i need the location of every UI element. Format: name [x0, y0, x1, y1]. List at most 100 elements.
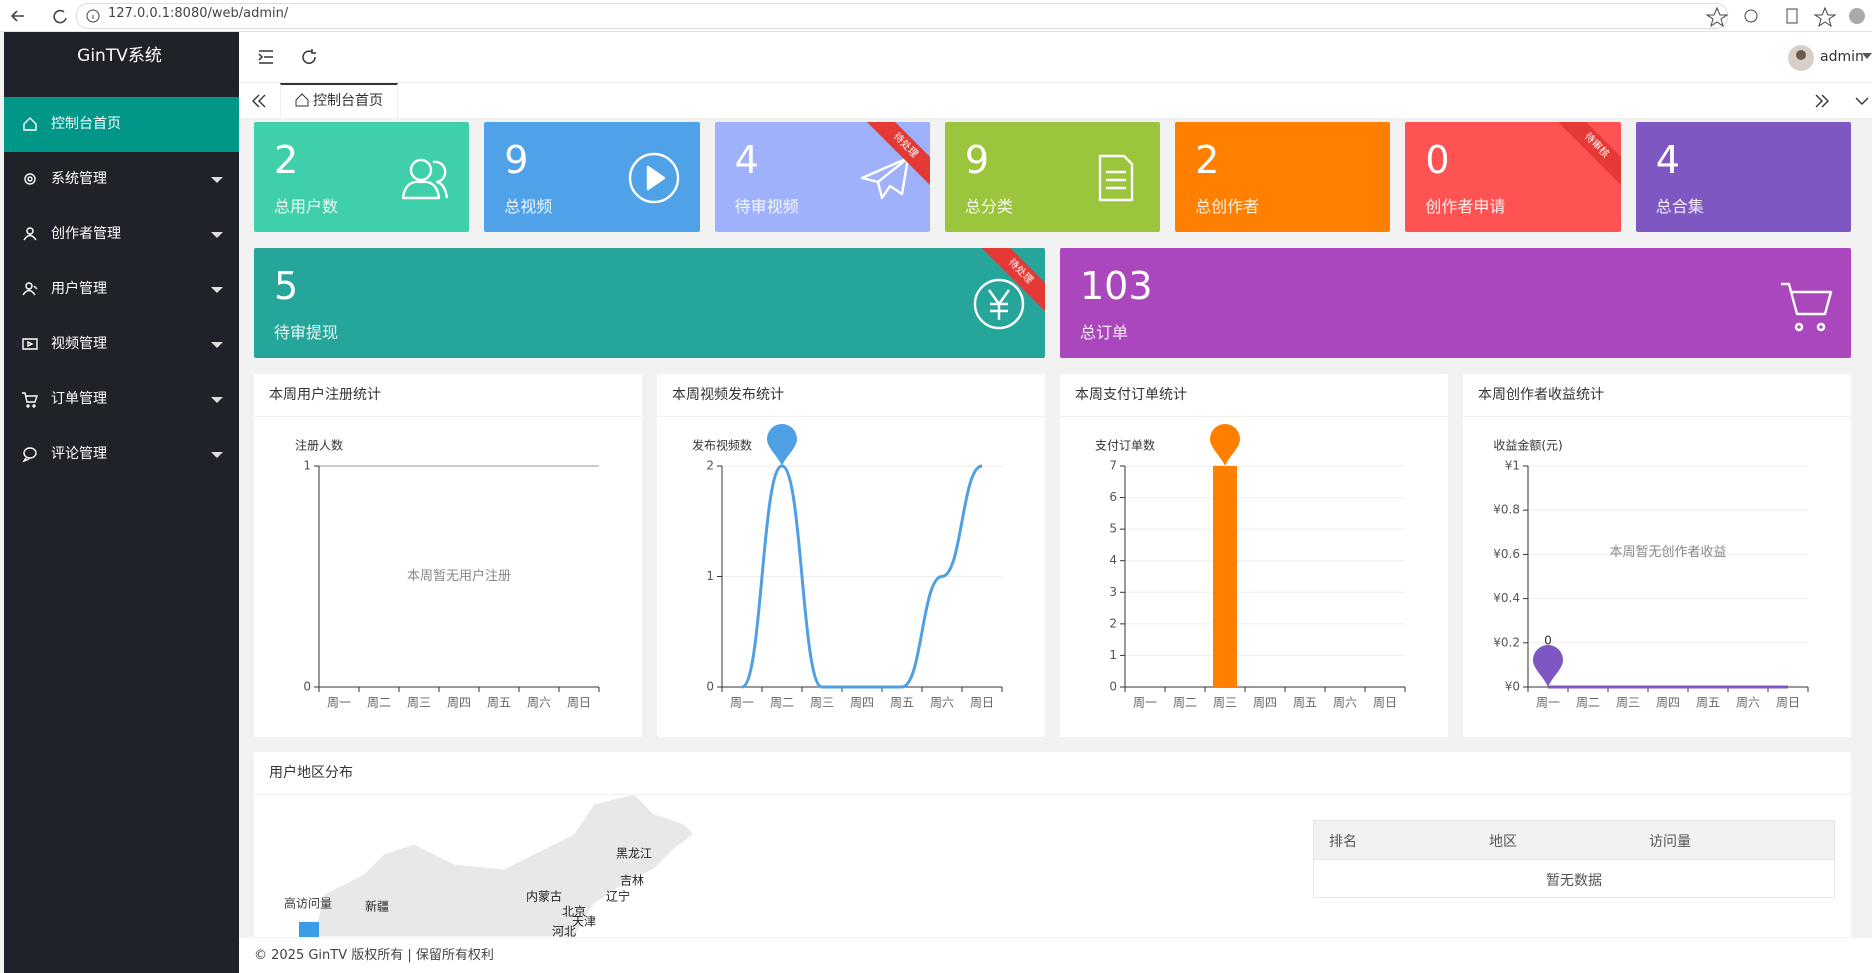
stat-icon-svg	[628, 152, 679, 204]
stat-label: 待审视频	[734, 197, 799, 216]
stat-icon	[973, 278, 1027, 332]
stat-card: 4 总合集	[1635, 122, 1851, 232]
x-tick-label: 周三	[1616, 696, 1640, 710]
y-tick-label: 6	[1109, 490, 1117, 504]
x-tick-label: 周五	[890, 696, 914, 710]
menu-label: 系统管理	[51, 171, 107, 187]
stat-card: 5 待审提现 待处理	[254, 248, 1045, 358]
x-tick-label: 周六	[527, 696, 551, 710]
user-caret	[1862, 53, 1872, 59]
menu-item[interactable]: 评论管理	[4, 427, 239, 482]
menu-label: 用户管理	[51, 281, 107, 297]
tab[interactable]: 控制台首页	[280, 83, 398, 118]
footer: © 2025 GinTV 版权所有 | 保留所有权利	[239, 938, 1872, 973]
stat-label: 待审提现	[274, 323, 339, 342]
tab-next[interactable]	[1814, 93, 1872, 109]
menu-item[interactable]: 视频管理	[4, 317, 239, 372]
x-tick-label: 周四	[850, 696, 874, 710]
avatar[interactable]	[1787, 44, 1815, 72]
chart: 支付订单数 0 1 2 3 4 5 6 7 周一 周二 周三 周四 周五 周六 周日	[1095, 424, 1406, 710]
chart-title: 本周视频发布统计	[657, 374, 1045, 417]
menu-item[interactable]: 创作者管理	[4, 207, 239, 262]
menu-icon	[22, 338, 38, 350]
stat-value: 9	[964, 138, 990, 182]
chart-panel: 本周视频发布统计 发布视频数 0 1 2 周一 周二 周三 周四 周五 周六 周日	[657, 374, 1045, 737]
tab-home-icon	[295, 93, 309, 107]
x-tick-label: 周二	[770, 696, 794, 710]
x-tick-label: 周日	[567, 696, 591, 710]
menu-caret	[211, 397, 223, 403]
y-tick-label: ¥0.4	[1493, 591, 1520, 605]
map-shape	[313, 794, 695, 937]
x-tick-label: 周四	[1253, 696, 1277, 710]
info-icon	[86, 9, 100, 23]
table-empty: 暂无数据	[1546, 873, 1602, 889]
stat-icon	[628, 152, 682, 206]
menu-caret	[211, 452, 223, 458]
stat-icon-svg	[973, 278, 1025, 330]
menu-item[interactable]: 系统管理	[4, 152, 239, 207]
x-tick-label: 周二	[1173, 696, 1197, 710]
menu-icon-path	[22, 392, 38, 408]
menu-label: 订单管理	[51, 391, 107, 407]
mark-point	[1210, 424, 1240, 466]
chart-panel: 本周支付订单统计 支付订单数 0 1 2 3 4 5 6 7 周一 周二 周三 周四 周五 周六 周日	[1060, 374, 1448, 737]
menu-caret	[211, 287, 223, 293]
x-tick-label: 周六	[930, 696, 954, 710]
stat-card: 0 创作者申请 待审核	[1405, 122, 1621, 232]
y-axis-name: 发布视频数	[692, 438, 752, 453]
map-region-label: 辽宁	[606, 889, 630, 904]
x-tick-label: 周六	[1736, 696, 1760, 710]
y-axis-name: 支付订单数	[1095, 438, 1155, 453]
menu-item[interactable]: 订单管理	[4, 372, 239, 427]
menu-icon	[23, 117, 37, 131]
x-tick-label: 周一	[327, 696, 351, 710]
stat-card: 103 总订单	[1060, 248, 1851, 358]
x-tick-label: 周三	[810, 696, 834, 710]
chart: 收益金额(元) ¥0 ¥0.2 ¥0.4 ¥0.6 ¥0.8 ¥1 周一 周二 周三 周四 周五 周六 周…	[1493, 438, 1809, 710]
header-icons	[258, 49, 316, 64]
stat-value: 9	[504, 138, 529, 182]
user-name[interactable]: admin	[1820, 49, 1864, 65]
map-title: 用户地区分布	[254, 752, 1851, 795]
x-tick-label: 周一	[730, 696, 754, 710]
menu-item[interactable]: 控制台首页	[4, 97, 239, 152]
menu-item[interactable]: 用户管理	[4, 262, 239, 317]
menu-icon	[22, 447, 37, 463]
y-tick-label: 3	[1109, 585, 1117, 599]
x-tick-label: 周日	[970, 696, 994, 710]
x-tick-label: 周五	[1293, 696, 1317, 710]
y-axis-name: 注册人数	[295, 438, 343, 453]
y-tick-label: 0	[706, 680, 714, 694]
y-axis-name: 收益金额(元)	[1493, 438, 1562, 453]
stat-value: 2	[1195, 138, 1220, 182]
map-region-label: 新疆	[365, 899, 389, 914]
x-tick-label: 周四	[1656, 696, 1680, 710]
x-tick-label: 周一	[1133, 696, 1157, 710]
stat-icon-svg	[402, 158, 449, 200]
browser-bar: 127.0.0.1:8080/web/admin/	[0, 0, 1872, 32]
stat-label: 总合集	[1655, 197, 1704, 216]
y-tick-label: 1	[303, 459, 311, 473]
stat-card: 2 总用户数	[254, 122, 470, 232]
tab-prev[interactable]	[251, 93, 267, 109]
map-panel: 用户地区分布 黑龙江 吉林 辽宁 内蒙古 北京 天津 新疆 河北 高访问量 排名 地区 访问量 暂无数据	[254, 752, 1851, 937]
y-tick-label: 0	[303, 680, 311, 694]
map-region-label: 天津	[572, 915, 596, 929]
table-header-cell: 排名	[1329, 834, 1357, 850]
stat-label: 总创作者	[1195, 197, 1260, 216]
stat-ribbon: 待审核	[1549, 122, 1621, 192]
stat-card: 4 待审视频 待处理	[714, 122, 930, 232]
menu-icon-path	[22, 282, 38, 296]
menu-icon	[23, 227, 37, 241]
empty-text: 本周暂无用户注册	[407, 568, 511, 584]
bar	[1213, 466, 1237, 687]
stat-icon-svg	[1781, 282, 1833, 332]
chart-title: 本周用户注册统计	[254, 374, 642, 417]
y-tick-label: 2	[706, 459, 714, 473]
address-bar[interactable]	[76, 3, 1728, 29]
stat-icon-svg	[860, 156, 910, 200]
stat-icon-svg	[1098, 154, 1134, 202]
